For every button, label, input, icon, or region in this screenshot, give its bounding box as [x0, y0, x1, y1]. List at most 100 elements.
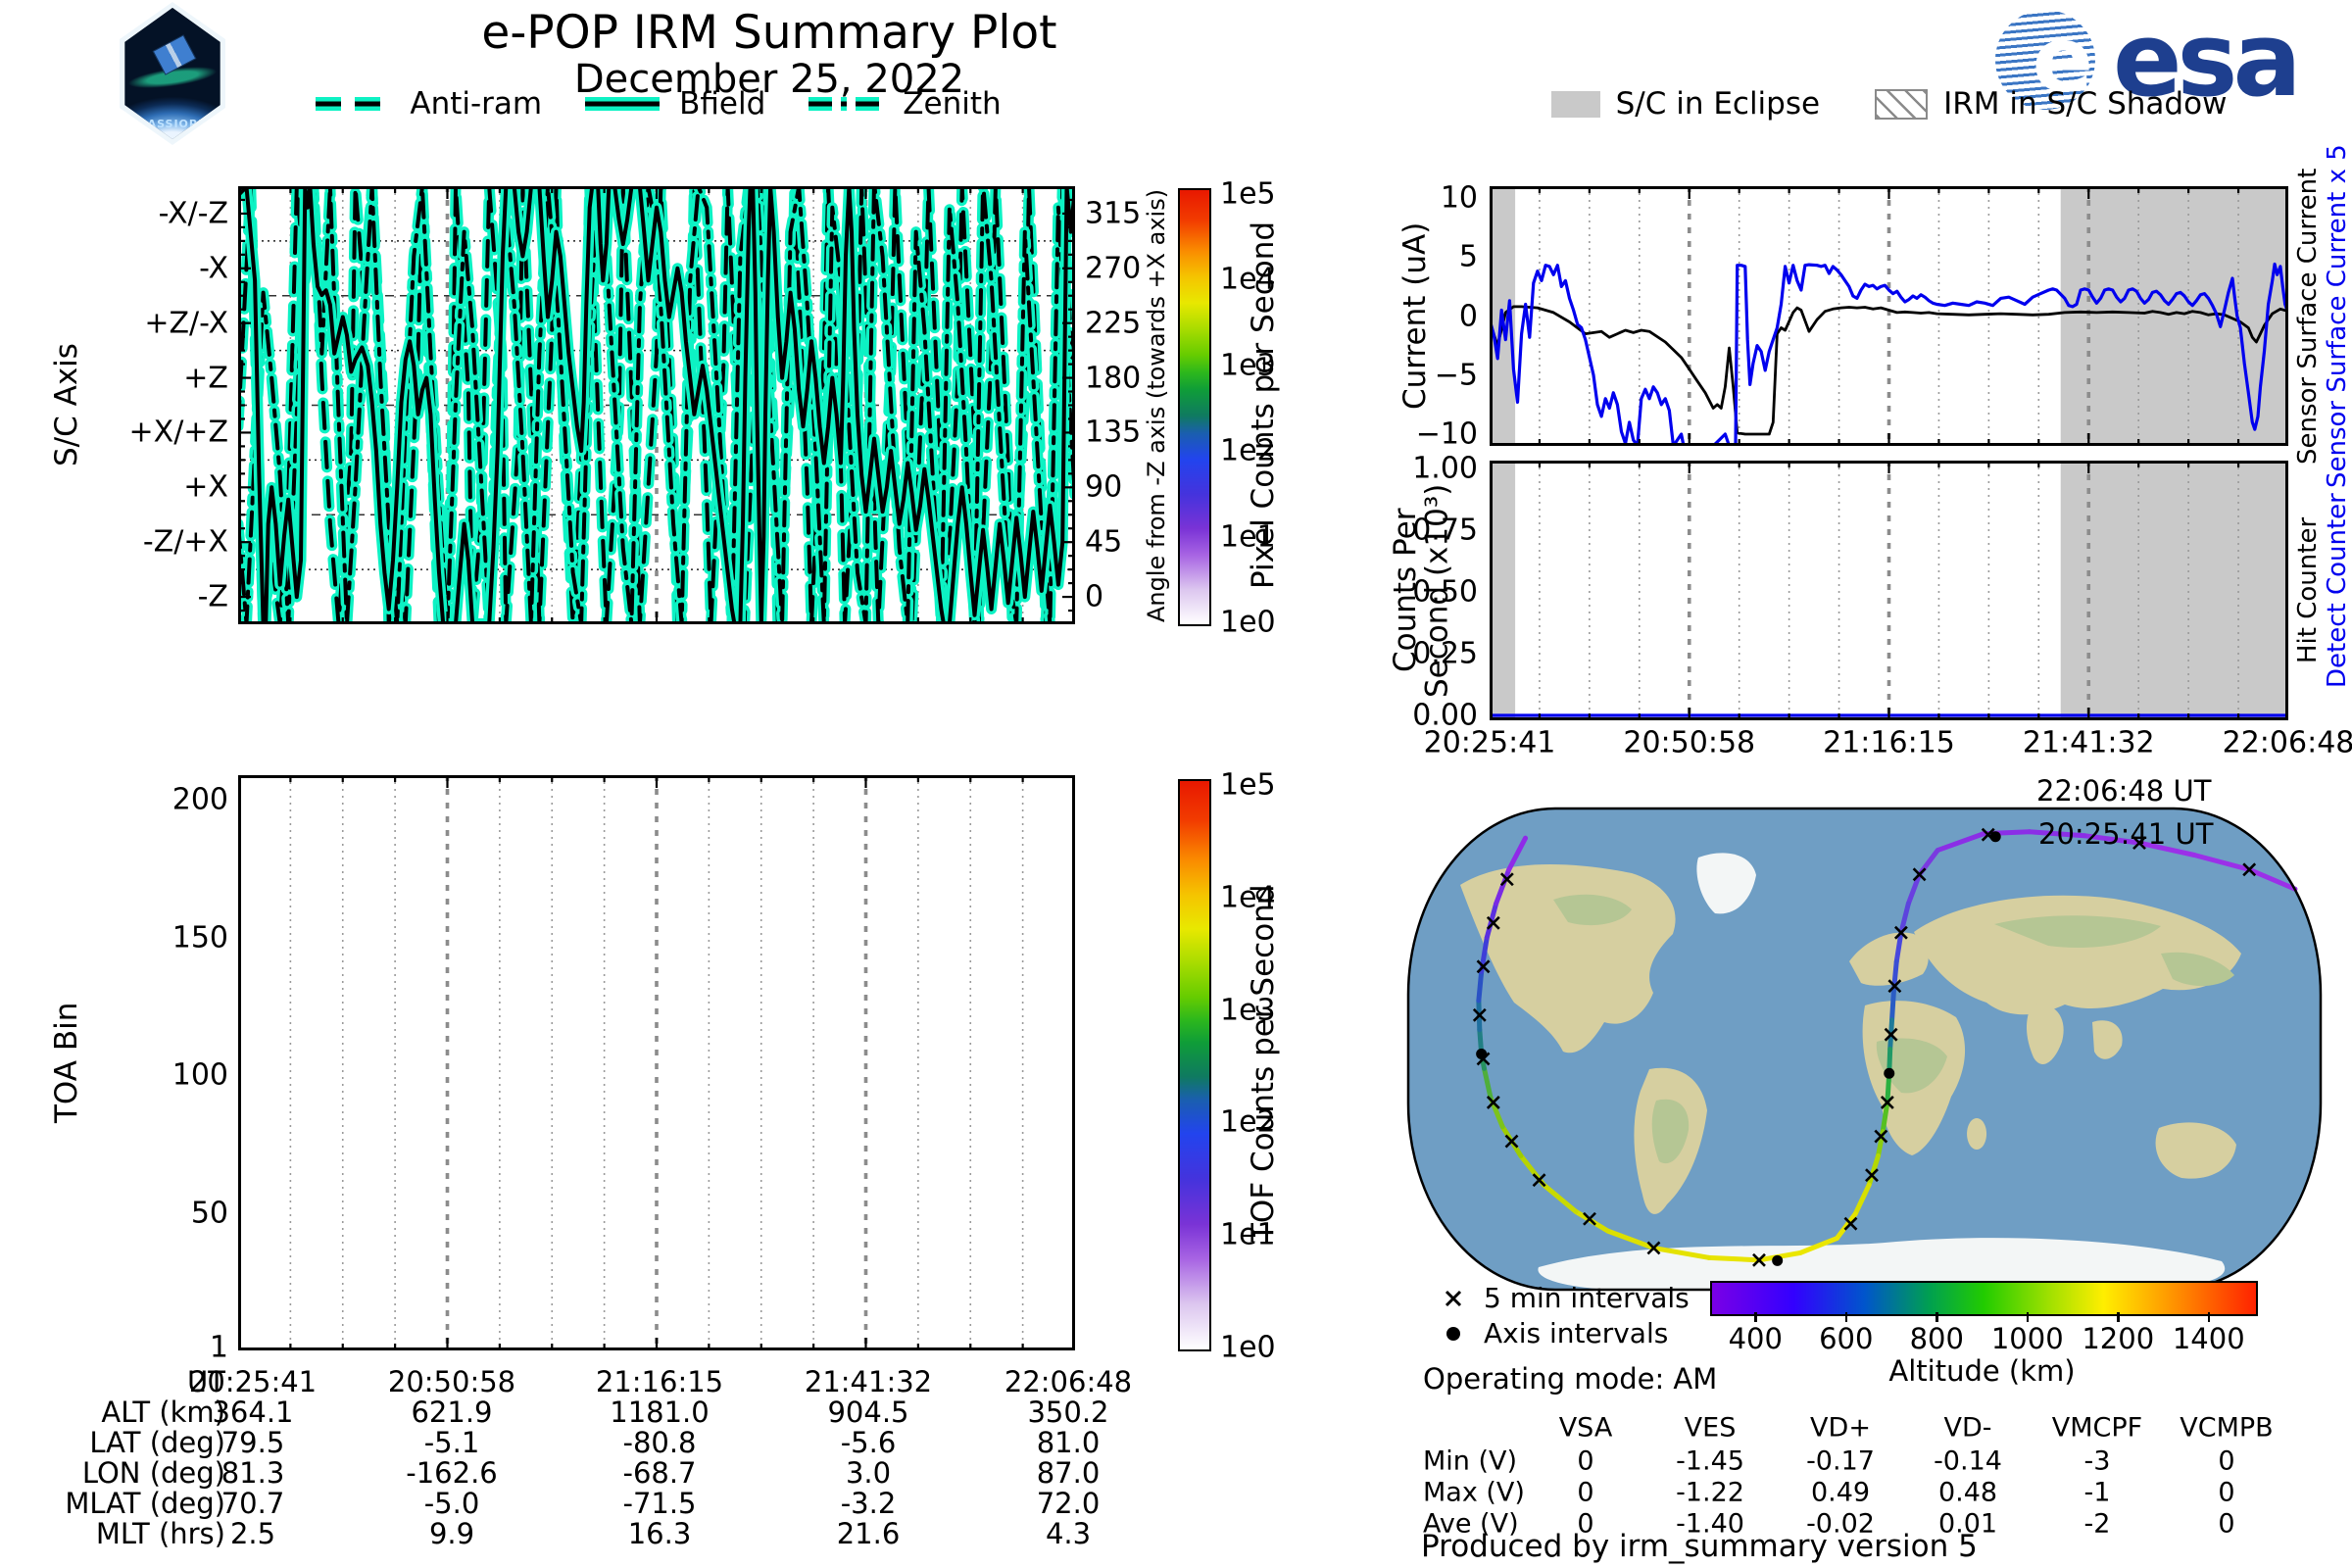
voltage-table-cell: 0 [2218, 1508, 2235, 1540]
voltage-table-cell: -1.40 [1676, 1508, 1744, 1540]
tick-label: −5 [1434, 358, 1478, 393]
tick-label: 200 [172, 782, 228, 817]
legend-label: Zenith [903, 86, 1002, 122]
tick-label: 1e1 [1220, 519, 1276, 555]
ut-table-cell: 2.5 [229, 1517, 276, 1550]
tick-label: 150 [172, 920, 228, 956]
tick-label: 22:06:48 [2222, 725, 2352, 760]
colorbar-tick [2117, 1312, 2120, 1322]
track-marker-x [1486, 915, 1500, 930]
voltage-table-header: VSA [1558, 1412, 1613, 1444]
tick-label: +Z [183, 361, 228, 396]
legend-label: Anti-ram [410, 86, 543, 122]
track-marker-x [1865, 1168, 1879, 1183]
x-marker-icon [1445, 1290, 1462, 1306]
map-legend-axis: Axis intervals [1443, 1317, 1668, 1349]
legend-label: S/C in Eclipse [1615, 86, 1821, 122]
tick-label: 90 [1085, 469, 1123, 505]
tick-label: 5 [1458, 239, 1478, 274]
ut-table-cell: 16.3 [627, 1517, 692, 1550]
voltage-table-cell: 0.01 [1937, 1508, 1998, 1540]
esa-globe-icon: e [1995, 10, 2095, 110]
track-marker-x [1752, 1252, 1766, 1267]
tick-label: 1e5 [1220, 176, 1276, 212]
ut-table-cell: 87.0 [1036, 1456, 1101, 1490]
tick-label: 1e3 [1220, 993, 1276, 1028]
hatch-swatch-icon [1875, 88, 1929, 120]
cassiope-mission-patch-icon: CASSIOPE [120, 2, 225, 145]
ut-table-cell: -5.6 [840, 1426, 897, 1459]
voltage-table-row-label: Min (V) [1423, 1446, 1518, 1477]
tick-label: 10 [1440, 180, 1478, 216]
tick-label: 1.00 [1412, 451, 1478, 486]
colorbar-tick [1844, 1312, 1848, 1322]
legend-label: 5 min intervals [1484, 1282, 1690, 1314]
ut-table-row-label: MLT (hrs) [95, 1517, 225, 1550]
orbit-track [1472, 827, 2298, 1267]
track-marker-x [1499, 872, 1514, 887]
sc-axis-ylabel: S/C Axis [49, 343, 84, 467]
voltage-table-cell: -1.22 [1676, 1477, 1744, 1508]
legend-item-bfield: Bfield [581, 86, 765, 122]
tick-label: 135 [1085, 415, 1142, 450]
operating-mode: Operating mode: AM [1423, 1362, 1718, 1396]
legend-label: Axis intervals [1484, 1317, 1669, 1349]
track-marker-x [1912, 867, 1927, 882]
sc-axis-legend: Anti-ram Bfield Zenith [238, 86, 1075, 122]
legend-label: IRM in S/C Shadow [1943, 86, 2228, 122]
ut-table-cell: 3.0 [845, 1456, 892, 1490]
legend-label: Bfield [679, 86, 766, 122]
voltage-table-cell: -3 [2083, 1446, 2111, 1477]
track-marker-x [1887, 979, 1902, 994]
tick-label: 1e4 [1220, 262, 1276, 297]
legend-item-zenith: Zenith [805, 86, 1002, 122]
tick-label: -Z/+X [142, 524, 228, 560]
voltage-table-cell: -1 [2083, 1477, 2111, 1508]
track-marker-x [1874, 1129, 1888, 1144]
ut-table-cell: -3.2 [840, 1487, 897, 1520]
colorbar-tick [2207, 1312, 2211, 1322]
colorbar-tick [1754, 1312, 1757, 1322]
voltage-table-header: VES [1684, 1412, 1737, 1444]
track-marker-x [1476, 959, 1491, 974]
ut-table-cell: 904.5 [827, 1396, 909, 1429]
tick-label: 1200 [2082, 1322, 2155, 1355]
legend-item-eclipse: S/C in Eclipse [1550, 86, 1821, 122]
toa-ylabel: TOA Bin [49, 1002, 84, 1124]
esa-globe-letter: e [2032, 10, 2093, 110]
bfield-solid-line-icon [585, 97, 661, 111]
toa-bin-plot [238, 773, 1075, 1354]
tick-label: 600 [1819, 1322, 1874, 1355]
detect-counter-label: Detect Counter [2323, 493, 2352, 688]
zenith-dashdot-line-icon [808, 97, 884, 111]
tick-label: 100 [172, 1057, 228, 1093]
tick-label: -X [199, 251, 228, 286]
esa-wordmark: esa [2113, 0, 2302, 120]
angle-axis-label: Angle from -Z axis (towards +X axis) [1143, 188, 1170, 622]
tick-label: 1e0 [1220, 605, 1276, 640]
voltage-table-cell: 0 [2218, 1477, 2235, 1508]
ut-table-cell: 364.1 [212, 1396, 294, 1429]
ut-table-cell: 21:41:32 [804, 1365, 933, 1398]
colorbar-tick [2026, 1312, 2030, 1322]
tick-label: -X/-Z [158, 196, 228, 231]
tick-label: 1 [209, 1330, 228, 1365]
track-marker-x [1504, 1134, 1519, 1149]
track-marker-x [1583, 1211, 1596, 1226]
tick-label: +Z/-X [144, 306, 228, 341]
axis-interval-dot [1989, 831, 2001, 843]
tick-label: 0 [1085, 579, 1104, 614]
tick-label: 20:25:41 [1423, 725, 1556, 760]
sensor-current-plot [1488, 184, 2290, 450]
ut-table-cell: -71.5 [622, 1487, 697, 1520]
sc-axis-plot [232, 177, 1081, 629]
colorbar-tick [1936, 1312, 1938, 1322]
ut-table-cell: 350.2 [1027, 1396, 1109, 1429]
ut-table-cell: 22:06:48 [1004, 1365, 1133, 1398]
tick-label: 800 [1909, 1322, 1964, 1355]
voltage-table-header: VD- [1943, 1412, 1992, 1444]
eclipse-legend: S/C in Eclipse IRM in S/C Shadow [1490, 86, 2288, 122]
map-legend-5min: 5 min intervals [1443, 1282, 1690, 1314]
ut-table-cell: 81.3 [220, 1456, 285, 1490]
world-map-art [1408, 808, 2321, 1290]
